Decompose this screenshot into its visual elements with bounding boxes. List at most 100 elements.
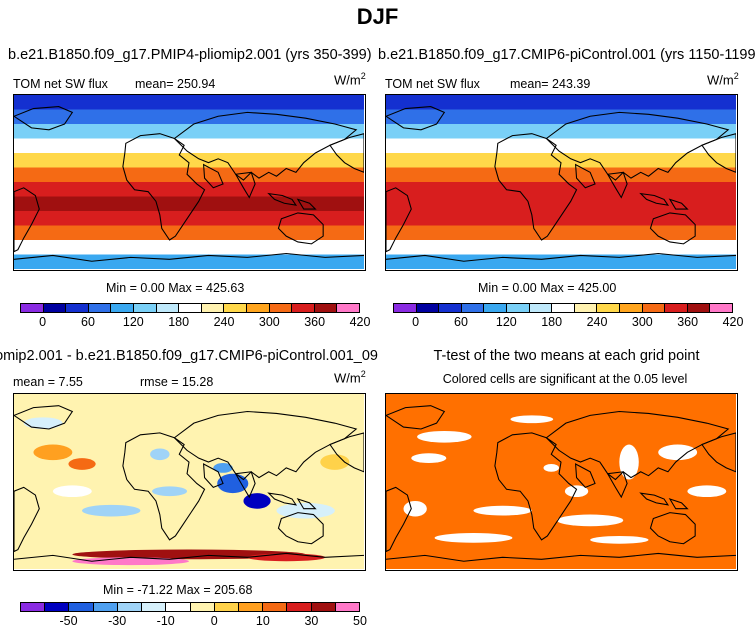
- colorbar-swatch: [337, 304, 359, 312]
- colorbar-swatch: [156, 304, 180, 312]
- panel4-map: [385, 393, 738, 571]
- field-band: [386, 254, 736, 269]
- colorbar-swatch: [66, 304, 89, 312]
- colorbar-swatch: [246, 304, 270, 312]
- colorbar-tick-label: 300: [258, 315, 280, 329]
- colorbar-swatch: [687, 304, 711, 312]
- colorbar-swatch: [461, 304, 485, 312]
- colorbar-swatch: [93, 603, 118, 611]
- panel4-subtitle: Colored cells are significant at the 0.0…: [442, 372, 688, 386]
- diff-patch: [320, 454, 350, 470]
- colorbar-swatch: [142, 603, 167, 611]
- diff-patch: [150, 448, 170, 461]
- diff-patch: [23, 417, 63, 429]
- panel1-colorbar-ticks: 0 60 120 180 240 300 360 420: [20, 315, 370, 331]
- diff-patch: [152, 486, 188, 497]
- field-band: [14, 138, 364, 154]
- colorbar-tick-label: 0: [210, 614, 218, 628]
- colorbar-swatch: [133, 304, 157, 312]
- field-band: [14, 211, 364, 226]
- diff-patch: [217, 473, 249, 494]
- colorbar-tick-label: 180: [168, 315, 190, 329]
- panel2-run-title: b.e21.B1850.f09_g17.CMIP6-piControl.001 …: [378, 47, 755, 63]
- field-band: [386, 182, 736, 197]
- field-band: [14, 254, 364, 269]
- colorbar-swatch: [416, 304, 440, 312]
- colorbar-tick-label: 300: [631, 315, 653, 329]
- colorbar-tick-label: 240: [213, 315, 235, 329]
- field-band: [14, 153, 364, 168]
- colorbar-tick-label: 420: [722, 315, 744, 329]
- colorbar-tick-label: -50: [59, 614, 78, 628]
- colorbar-tick-label: 30: [304, 614, 319, 628]
- field-band: [386, 138, 736, 154]
- field-band: [386, 153, 736, 168]
- field-band: [14, 240, 364, 255]
- colorbar-swatch: [311, 603, 336, 611]
- colorbar-tick-label: 0: [412, 315, 420, 329]
- field-band: [386, 225, 736, 241]
- field-band: [14, 124, 364, 139]
- colorbar-swatch: [642, 304, 666, 312]
- panel2-colorbar: [393, 303, 733, 313]
- colorbar-swatch: [263, 603, 288, 611]
- colorbar-swatch: [529, 304, 553, 312]
- colorbar-swatch: [111, 304, 134, 312]
- panel2-unit: W/m2: [707, 71, 739, 88]
- panel2-variable-label: TOM net SW flux: [385, 77, 480, 91]
- colorbar-swatch: [314, 304, 338, 312]
- colorbar-swatch: [292, 304, 315, 312]
- panel1-colorbar: [20, 303, 360, 313]
- colorbar-tick-label: 120: [495, 315, 517, 329]
- colorbar-swatch: [179, 304, 202, 312]
- panel2-colorbar-ticks: 0 60 120 180 240 300 360 420: [393, 315, 743, 331]
- colorbar-tick-label: 360: [304, 315, 326, 329]
- field-band: [14, 95, 364, 110]
- panel3-run-title: 09_g17.PMIP4-pliomip2.001 - b.e21.B1850.…: [0, 348, 378, 364]
- colorbar-tick-label: 420: [349, 315, 371, 329]
- colorbar-swatch: [166, 603, 191, 611]
- colorbar-swatch: [484, 304, 507, 312]
- panel2-field: [386, 95, 736, 269]
- field-band: [14, 225, 364, 241]
- field-band: [14, 109, 364, 125]
- panel3-minmax: Min = -71.22 Max = 205.68: [103, 583, 253, 597]
- panel1-mean-label: mean= 250.94: [135, 77, 216, 91]
- panel2-minmax: Min = 0.00 Max = 425.00: [478, 281, 617, 295]
- colorbar-swatch: [224, 304, 247, 312]
- colorbar-tick-label: 0: [39, 315, 47, 329]
- panel1-run-title: b.e21.B1850.f09_g17.PMIP4-pliomip2.001 (…: [8, 47, 372, 63]
- field-band: [386, 95, 736, 110]
- colorbar-tick-label: 60: [454, 315, 468, 329]
- colorbar-swatch: [238, 603, 264, 611]
- panel3-rmse-label: rmse = 15.28: [140, 375, 214, 389]
- panel1-variable-label: TOM net SW flux: [13, 77, 108, 91]
- colorbar-swatch: [506, 304, 530, 312]
- colorbar-swatch: [21, 603, 46, 611]
- diff-patch: [82, 504, 141, 517]
- diff-patch: [243, 493, 271, 509]
- colorbar-swatch: [190, 603, 215, 611]
- colorbar-swatch: [88, 304, 112, 312]
- panel3-colorbar-ticks: -50 -30 -10 0 10 30 50: [20, 614, 367, 630]
- field-band: [386, 109, 736, 125]
- colorbar-tick-label: 10: [255, 614, 270, 628]
- field-band: [386, 211, 736, 226]
- colorbar-swatch: [117, 603, 143, 611]
- field-band: [386, 240, 736, 255]
- colorbar-tick-label: -30: [108, 614, 127, 628]
- diff-patch: [169, 524, 248, 536]
- page-title: DJF: [356, 4, 399, 29]
- colorbar-swatch: [201, 304, 225, 312]
- field-band: [14, 182, 364, 197]
- diff-patch: [33, 444, 73, 461]
- colorbar-swatch: [552, 304, 575, 312]
- colorbar-swatch: [69, 603, 94, 611]
- colorbar-tick-label: 360: [677, 315, 699, 329]
- panel3-mean-label: mean = 7.55: [13, 375, 83, 389]
- panel3-map: [13, 393, 366, 571]
- panel3-colorbar: [20, 602, 360, 612]
- colorbar-tick-label: -10: [156, 614, 175, 628]
- colorbar-swatch: [21, 304, 44, 312]
- panel1-minmax: Min = 0.00 Max = 425.63: [106, 281, 245, 295]
